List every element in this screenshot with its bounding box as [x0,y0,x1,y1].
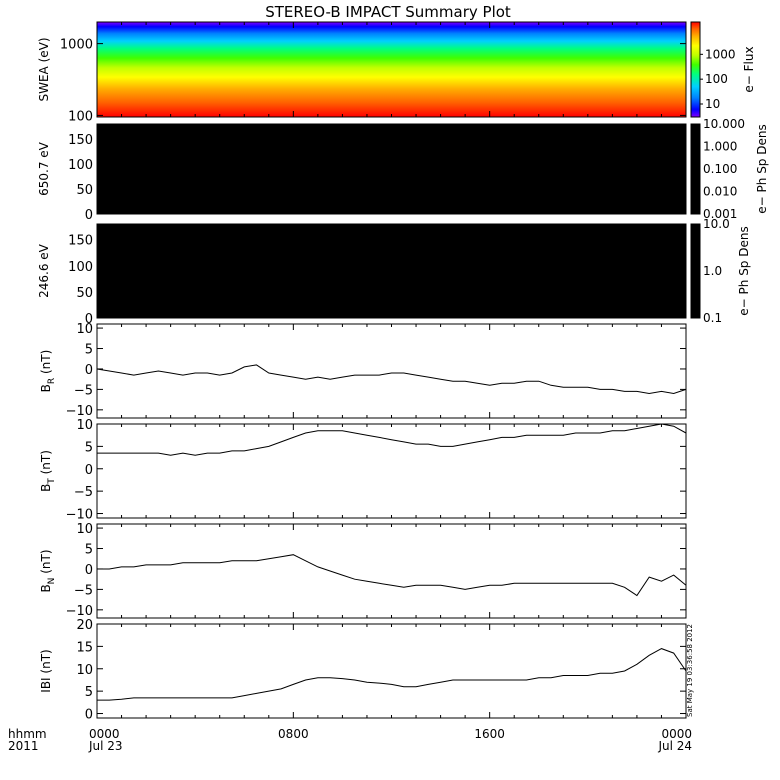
panel-bt-ytick-label: −5 [74,485,93,500]
panel-pad650-colorbar-tick-label: 0.001 [703,207,737,221]
panel-swea-colorbar-label: e− Flux [742,46,756,92]
panel-bt-ylabel: BT (nT) [39,450,57,492]
panel-br-ytick-label: 10 [76,322,93,337]
panel-bmag-ytick-label: 5 [85,685,93,700]
panel-pad650-ylabel: 650.7 eV [37,141,51,196]
panel-bn-frame [96,523,687,619]
panel-pad650-colorbar-tick-label: 0.100 [703,162,737,176]
time-axis-header-hhmm: hhmm [8,727,47,741]
panel-pad246-colorbar-tick-label: 10.0 [703,217,730,231]
panel-bn-ylabel-sub: N [47,578,57,585]
panel-bmag-frame [96,623,687,719]
panel-br-ylabel-sub: R [47,378,57,384]
panel-bmag-ytick-label: 0 [85,708,93,723]
panel-bn-ylabel: BN (nT) [39,549,57,592]
panel-bmag-ylabel: IBI (nT) [39,649,53,692]
panel-pad246-colorbar-tick-label: 0.1 [703,311,722,325]
panel-pad650-image [97,124,686,214]
panel-swea-ytick-label: 100 [68,109,93,124]
panel-bt-ylabel-sub: T [47,478,57,485]
panel-bn-ylabel-main: B [39,584,53,592]
timestamp-text: Sat May 19 03:36:58 2012 [686,624,694,717]
panel-bmag-ytick-label: 15 [76,640,93,655]
panel-swea-spectrogram [97,22,686,117]
panel-pad246-ytick-label: 0 [85,312,93,327]
time-date-label: Jul 23 [88,739,123,753]
panel-br-frame [96,323,687,419]
panel-pad650-colorbar [690,123,701,215]
panel-br-ylabel: BR (nT) [39,350,57,393]
time-axis-header-year: 2011 [8,739,39,753]
panel-bn-ytick-label: 5 [85,543,93,558]
panel-bt-ytick-label: 0 [85,463,93,478]
panel-pad246-ytick-label: 50 [76,286,93,301]
panel-bn-ytick-label: −10 [66,604,93,619]
panel-br-ylabel-main: B [39,384,53,392]
panel-pad650-ytick-label: 100 [68,158,93,173]
panel-swea-ylabel: SWEA (eV) [37,37,51,101]
panel-bt-frame [96,423,687,519]
panel-pad650-ytick-label: 50 [76,183,93,198]
panel-bmag-ylabel-main: IBI [39,677,53,692]
panel-pad246-colorbar-tick-label: 1.0 [703,264,722,278]
panel-pad246-colorbar [690,223,701,319]
panel-bn-series-line [97,554,687,597]
panel-br-series-line [96,364,687,395]
time-tick-label: 1600 [474,727,505,741]
panel-br-ytick-label: 0 [85,363,93,378]
panel-bt-ylabel-unit: (nT) [39,450,53,478]
panel-pad650-ytick-label: 150 [68,133,93,148]
time-tick-label: 0000 [661,727,692,741]
time-date-label: Jul 24 [657,739,692,753]
panel-pad246-colorbar-label: e− Ph Sp Dens [737,226,751,315]
panel-pad246-ytick-label: 100 [68,260,93,275]
panel-swea-colorbar-tick-label: 10 [705,97,720,111]
panel-bn-ytick-label: −5 [74,583,93,598]
panel-bmag-series-line [97,648,687,701]
figure-title: STEREO-B IMPACT Summary Plot [265,3,511,21]
time-tick-label: 0000 [89,727,120,741]
time-tick-label: 0800 [278,727,309,741]
panel-bt-ytick-label: −10 [66,508,93,523]
panel-pad650-colorbar-tick-label: 1.000 [703,140,737,154]
panel-bt-series-line [97,423,687,456]
panel-pad650-colorbar-tick-label: 10.000 [703,117,745,131]
panel-bmag-ytick-label: 20 [76,618,93,633]
panel-bmag-ylabel-unit: (nT) [39,649,53,677]
panel-swea-colorbar [690,21,701,118]
panel-br-ytick-label: −10 [66,404,93,419]
panel-swea-colorbar-tick-label: 1000 [705,47,736,61]
panel-swea-ytick-label: 1000 [60,38,93,53]
panel-pad246-ytick-label: 150 [68,234,93,249]
panel-bn-ytick-label: 0 [85,563,93,578]
panel-bt-ylabel-main: B [39,484,53,492]
panel-bn-ytick-label: 10 [76,522,93,537]
panel-bt-ytick-label: 5 [85,440,93,455]
panel-bn-ylabel-unit: (nT) [39,549,53,577]
panel-pad650-colorbar-label: e− Ph Sp Dens [755,124,769,213]
panel-bt-ytick-label: 10 [76,418,93,433]
panel-pad246-image [97,224,686,318]
panel-pad246-ylabel: 246.6 eV [37,243,51,298]
panel-pad650-ytick-label: 0 [85,208,93,223]
panel-bmag-ytick-label: 10 [76,663,93,678]
panel-br-ytick-label: −5 [74,383,93,398]
panel-swea-colorbar-tick-label: 100 [705,72,728,86]
panel-br-ylabel-unit: (nT) [39,350,53,378]
panel-br-ytick-label: 5 [85,343,93,358]
panel-pad650-colorbar-tick-label: 0.010 [703,185,737,199]
